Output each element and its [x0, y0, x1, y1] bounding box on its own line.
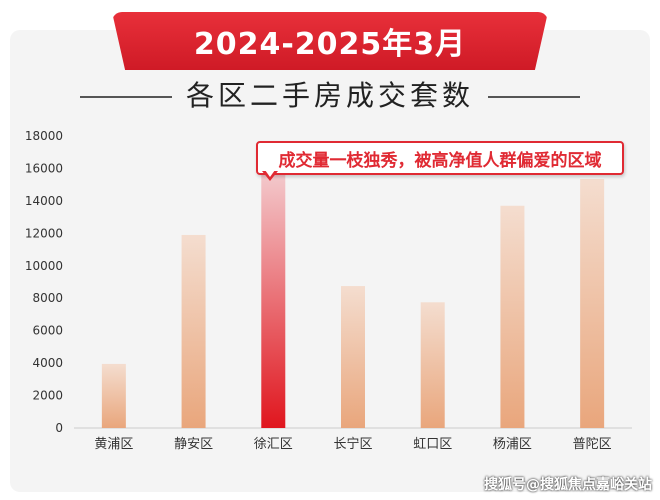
x-tick-label: 黄浦区	[94, 437, 133, 452]
bar-2	[181, 234, 206, 428]
highlight-callout: 成交量一枝独秀，被高净值人群偏爱的区域	[256, 141, 624, 175]
y-tick-label: 12000	[25, 226, 63, 240]
y-tick-label: 14000	[25, 194, 63, 208]
subtitle-divider-left	[80, 96, 172, 98]
callout-text: 成交量一枝独秀，被高净值人群偏爱的区域	[278, 150, 602, 171]
subtitle-divider-right	[488, 96, 580, 98]
bar-3	[261, 173, 286, 428]
title-banner: 2024-2025年3月	[112, 12, 548, 70]
chart-subtitle: 各区二手房成交套数	[185, 79, 474, 112]
y-tick-label: 16000	[25, 161, 63, 175]
y-tick-label: 4000	[32, 356, 63, 370]
subtitle-row: 各区二手房成交套数	[0, 78, 660, 114]
x-tick-label: 静安区	[174, 437, 213, 452]
watermark: 搜狐号@搜狐焦点嘉峪关站	[484, 477, 652, 493]
x-tick-label: 长宁区	[333, 436, 372, 452]
y-tick-label: 0	[55, 421, 63, 435]
y-tick-label: 6000	[32, 324, 63, 338]
bar-7	[580, 178, 605, 428]
x-tick-label: 虹口区	[413, 437, 452, 452]
y-tick-label: 10000	[25, 259, 63, 273]
banner-title: 2024-2025年3月	[193, 27, 467, 62]
bar-5	[420, 302, 445, 428]
x-tick-label: 普陀区	[573, 436, 612, 452]
bar-4	[341, 286, 365, 428]
y-tick-label: 18000	[25, 129, 63, 143]
callout-pointer-fill	[265, 170, 275, 177]
x-tick-label: 徐汇区	[254, 437, 293, 452]
y-tick-label: 8000	[32, 291, 63, 305]
bar-6	[500, 205, 525, 428]
bar-1	[101, 363, 126, 428]
x-tick-label: 杨浦区	[493, 437, 532, 452]
y-tick-label: 2000	[32, 389, 63, 403]
